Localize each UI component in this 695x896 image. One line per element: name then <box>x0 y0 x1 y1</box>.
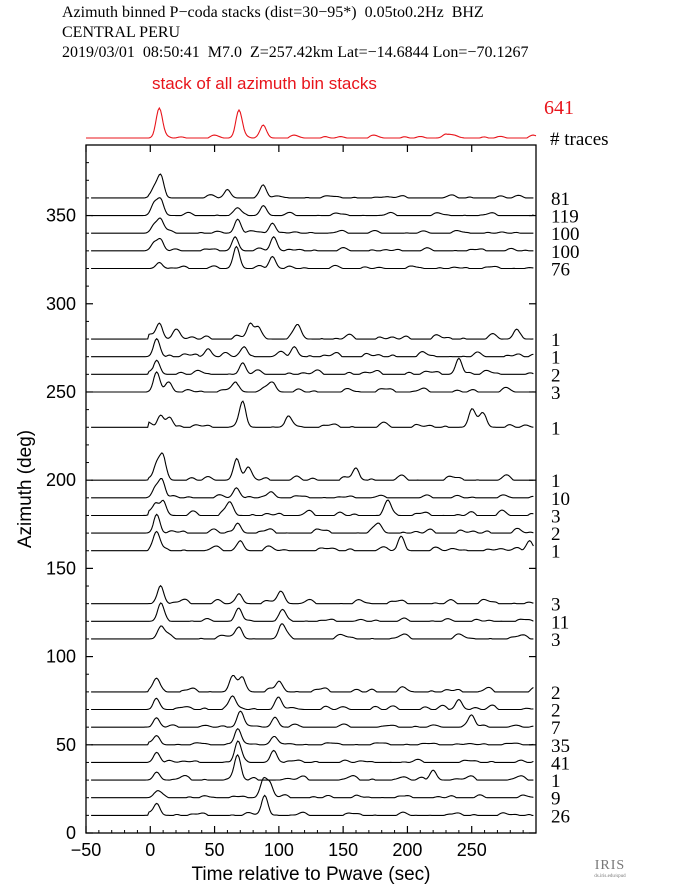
trace-count-label: 1 <box>551 771 561 792</box>
trace-count-label: 9 <box>551 789 561 810</box>
trace-count-label: 3 <box>551 383 561 404</box>
trace-count-label: 1 <box>551 418 561 439</box>
azimuth-trace <box>91 710 534 728</box>
azimuth-trace <box>91 478 534 499</box>
trace-count-label: 3 <box>551 630 561 651</box>
azimuth-trace <box>91 695 534 711</box>
azimuth-trace <box>91 400 534 428</box>
iris-logo-text: IRIS <box>594 858 626 873</box>
azimuth-trace <box>91 322 534 340</box>
x-tick-label: −50 <box>71 840 102 860</box>
azimuth-trace <box>91 499 534 517</box>
x-tick-label: 200 <box>392 840 422 860</box>
y-tick-label: 250 <box>46 382 76 402</box>
x-tick-label: 0 <box>145 840 155 860</box>
iris-logo-subtext: ds.iris.edu/spud <box>594 874 626 879</box>
trace-count-label: 76 <box>551 259 570 280</box>
azimuth-trace <box>91 217 534 234</box>
trace-count-label: 7 <box>551 718 561 739</box>
trace-count-label: 2 <box>551 524 561 545</box>
azimuth-trace <box>91 794 534 816</box>
azimuth-trace <box>91 674 534 693</box>
plot-frame <box>85 144 537 834</box>
azimuth-trace <box>91 357 534 375</box>
trace-count-label: 2 <box>551 683 561 704</box>
trace-count-label: 1 <box>551 348 561 369</box>
trace-count-label: 3 <box>551 595 561 616</box>
trace-count-label: 3 <box>551 506 561 527</box>
y-tick-label: 350 <box>46 206 76 226</box>
azimuth-trace <box>91 530 534 552</box>
trace-count-label: 1 <box>551 471 561 492</box>
trace-count-label: 2 <box>551 365 561 386</box>
title-line-3: 2019/03/01 08:50:41 M7.0 Z=257.42km Lat=… <box>62 44 529 61</box>
azimuth-trace <box>91 740 534 763</box>
traces-header: # traces <box>550 129 609 150</box>
trace-count-label: 11 <box>551 612 569 633</box>
trace-count-label: 2 <box>551 701 561 722</box>
trace-count-label: 35 <box>551 736 570 757</box>
x-axis-label: Time relative to Pwave (sec) <box>192 864 431 885</box>
trace-group <box>91 173 534 816</box>
azimuth-trace <box>91 245 534 270</box>
y-tick-label: 200 <box>46 470 76 490</box>
azimuth-trace <box>91 337 534 358</box>
x-tick-label: 150 <box>328 840 358 860</box>
title-line-2: CENTRAL PERU <box>62 24 181 41</box>
azimuth-trace <box>91 602 534 622</box>
y-tick-label: 100 <box>46 647 76 667</box>
azimuth-trace <box>91 753 534 781</box>
trace-count-label: 100 <box>551 242 580 263</box>
title-line-1: Azimuth binned P−coda stacks (dist=30−95… <box>62 4 484 21</box>
azimuth-trace <box>91 452 534 481</box>
azimuth-trace <box>91 513 534 534</box>
stack-trace <box>86 106 537 139</box>
x-tick-label: 100 <box>264 840 294 860</box>
azimuth-trace <box>91 197 534 217</box>
azimuth-trace <box>91 776 534 799</box>
stack-trace-group <box>86 106 537 139</box>
azimuth-trace <box>91 173 534 199</box>
trace-count-label: 81 <box>551 189 570 210</box>
y-tick-label: 50 <box>56 735 76 755</box>
trace-count-label: 41 <box>551 753 570 774</box>
iris-logo: IRIS ds.iris.edu/spud <box>585 858 635 879</box>
azimuth-trace <box>91 371 534 393</box>
y-tick-label: 0 <box>66 823 76 843</box>
y-tick-label: 150 <box>46 558 76 578</box>
stack-count: 641 <box>544 97 574 119</box>
azimuth-trace <box>91 236 534 252</box>
y-tick-label: 300 <box>46 294 76 314</box>
trace-count-label: 10 <box>551 489 570 510</box>
stack-label: stack of all azimuth bin stacks <box>152 74 377 93</box>
x-tick-label: 250 <box>457 840 487 860</box>
trace-count-label: 119 <box>551 207 579 228</box>
azimuth-trace <box>91 727 534 746</box>
trace-count-label: 100 <box>551 224 580 245</box>
azimuth-trace <box>91 623 534 640</box>
trace-count-label: 1 <box>551 542 561 563</box>
azimuth-trace <box>91 584 534 605</box>
trace-count-label: 1 <box>551 330 561 351</box>
x-tick-label: 50 <box>205 840 225 860</box>
y-axis-label: Azimuth (deg) <box>15 430 36 548</box>
trace-count-label: 26 <box>551 806 570 827</box>
